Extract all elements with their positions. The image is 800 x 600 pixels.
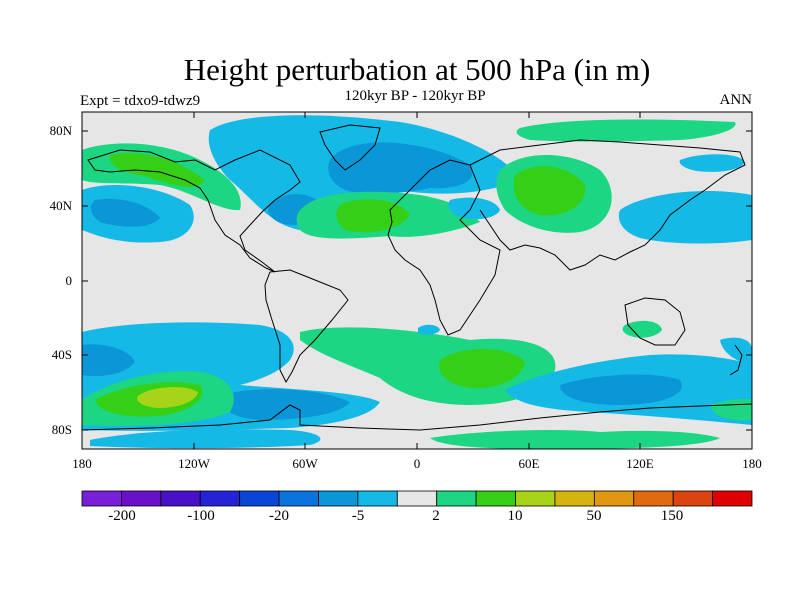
positive-core-central-asia: [513, 166, 586, 216]
coastline-north-america: [87, 149, 301, 273]
colorbar-swatch: [554, 490, 595, 507]
colorbar-label: -200: [108, 508, 136, 524]
coastline-australia: [624, 297, 686, 346]
colorbar: [81, 490, 753, 507]
positive-core-south-atlantic: [439, 348, 525, 389]
colorbar-swatch: [121, 490, 162, 507]
colorbar-label: 2: [432, 508, 440, 524]
negative-edge-central-europe: [448, 197, 500, 220]
negative-core-southern-indian-ocean: [560, 374, 682, 405]
lat-tick-label: 80N: [49, 123, 72, 138]
colorbar-label: -20: [269, 508, 289, 524]
negative-region-east-asia-pacific: [618, 190, 752, 244]
positive-region-siberian-arctic: [516, 119, 736, 142]
lat-tick-label: 40S: [51, 347, 72, 362]
colorbar-swatch: [712, 490, 753, 507]
negative-core-south-pacific-east: [219, 389, 350, 420]
negative-band-antarctic-pacific: [90, 429, 321, 449]
coastline-new-zealand: [729, 344, 743, 376]
colorbar-swatch: [81, 490, 122, 507]
colorbar-swatch: [278, 490, 319, 507]
colorbar-swatch: [672, 490, 713, 507]
lon-tick-label: 180: [742, 456, 762, 471]
colorbar-swatch: [160, 490, 201, 507]
coastline-asia: [469, 139, 746, 271]
lat-tick-label: 0: [65, 273, 73, 288]
colorbar-swatch: [239, 490, 280, 507]
colorbar-swatch: [318, 490, 359, 507]
lon-tick-label: 120E: [626, 456, 654, 471]
negative-patch-tasman: [720, 337, 752, 365]
lon-tick-label: 60E: [518, 456, 540, 471]
colorbar-swatch: [515, 490, 556, 507]
negative-core-south-pacific-west: [82, 344, 135, 377]
colorbar-label: 10: [507, 508, 523, 524]
figure-title: Height perturbation at 500 hPa (in m): [183, 52, 651, 87]
positive-peak-south-pacific: [137, 387, 198, 408]
colorbar-swatch: [199, 490, 241, 507]
negative-patch-south-indian: [418, 324, 440, 335]
colorbar-swatch: [633, 490, 674, 507]
map-field: [82, 112, 752, 449]
lon-tick-label: 180: [72, 456, 92, 471]
lat-tick-label: 40N: [49, 198, 72, 213]
coastline-greenland: [319, 124, 381, 171]
colorbar-label: -100: [187, 508, 215, 524]
positive-band-antarctic: [430, 430, 720, 449]
positive-patch-australia: [622, 320, 662, 338]
colorbar-label: 50: [586, 508, 602, 524]
colorbar-swatch: [436, 490, 477, 507]
colorbar-label: 150: [660, 508, 684, 524]
lon-tick-label: 60W: [292, 456, 318, 471]
axis-ticks: [81, 112, 753, 449]
lon-tick-label: 0: [413, 456, 421, 471]
colorbar-swatch: [475, 490, 516, 507]
coastlines: [82, 124, 752, 431]
colorbar-label: -5: [351, 508, 365, 524]
colorbar-swatch: [396, 490, 438, 507]
colorbar-swatch: [593, 490, 635, 507]
season-label: ANN: [719, 92, 753, 108]
coastline-antarctica: [82, 403, 752, 431]
experiment-label: Expt = tdxo9-tdwz9: [80, 93, 201, 109]
colorbar-swatch: [357, 490, 398, 507]
negative-core-north-pacific-west: [90, 198, 160, 227]
coastline-south-america: [264, 269, 349, 384]
figure-subtitle: 120kyr BP - 120kyr BP: [344, 88, 486, 104]
negative-patch-north-east-pacific: [679, 154, 745, 172]
lon-tick-label: 120W: [178, 456, 210, 471]
coastline-europe-africa: [387, 159, 501, 336]
lat-tick-label: 80S: [51, 422, 72, 437]
